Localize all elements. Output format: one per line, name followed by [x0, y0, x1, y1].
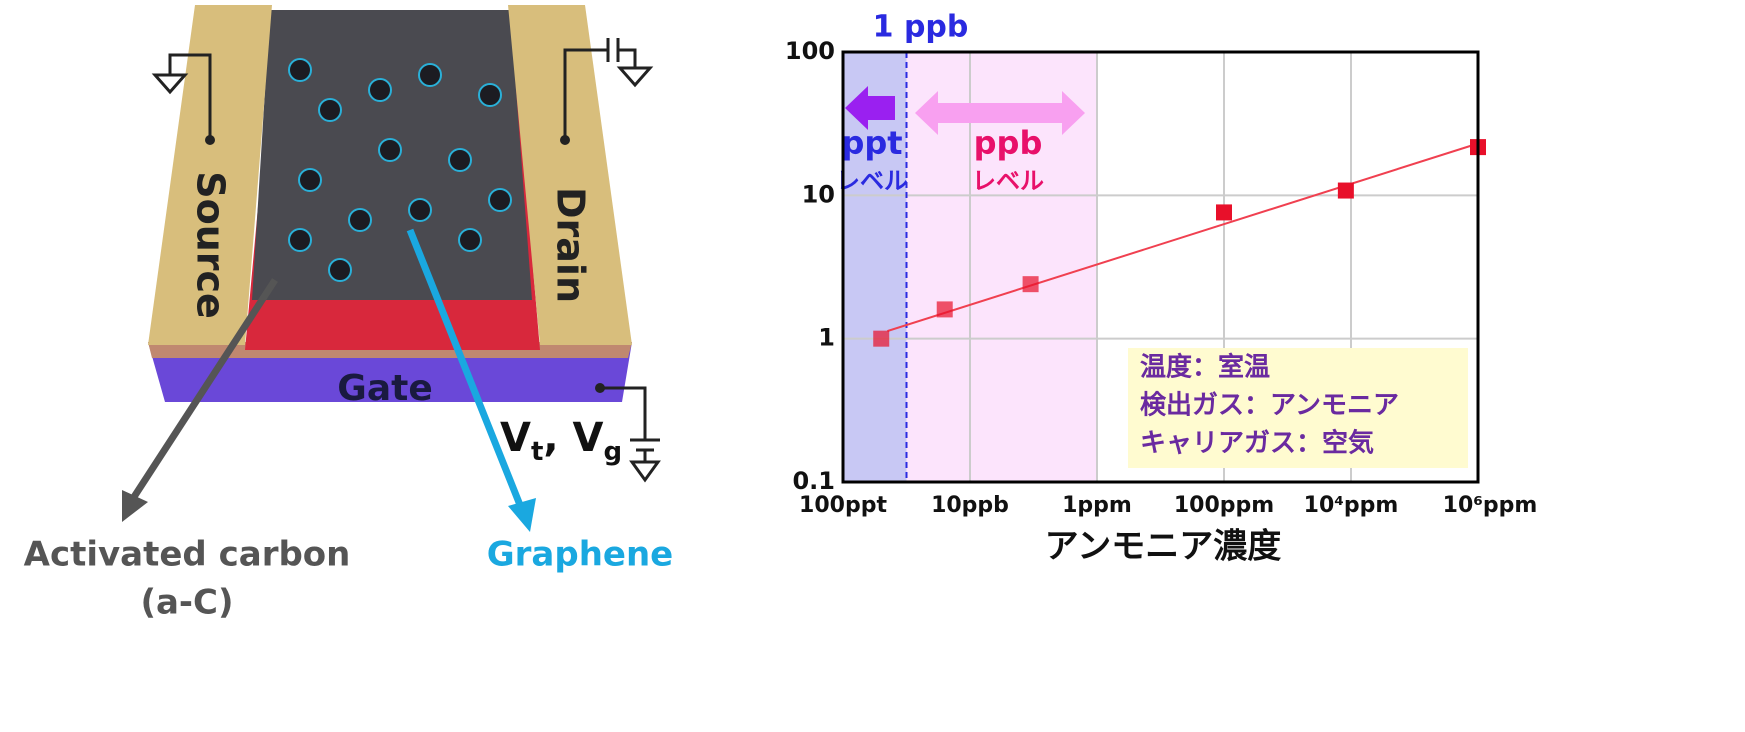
carbon-label: (a-C) [140, 583, 233, 623]
arrowhead [508, 498, 536, 532]
pore [458, 228, 482, 252]
pore [418, 63, 442, 87]
y-tick-label: 0.1 [792, 467, 835, 495]
y-tick-label: 100 [785, 37, 835, 65]
trend-line [887, 142, 1479, 333]
region-label: ppt [841, 124, 902, 162]
info-text: キャリアガス：空気 [1140, 428, 1374, 459]
marker-label: 1 ppb [873, 10, 969, 45]
pore [288, 58, 312, 82]
region-sublabel: レベル [836, 167, 908, 195]
pore [408, 198, 432, 222]
carbon-label: Activated carbon [24, 535, 351, 575]
x-axis-label: アンモニア濃度 [1045, 527, 1282, 567]
graphene-arrow [406, 228, 526, 512]
pore [288, 228, 312, 252]
y-tick-label: 1 [818, 324, 835, 352]
info-text: 温度：室温 [1140, 352, 1270, 383]
pore [368, 78, 392, 102]
region-sublabel: レベル [972, 167, 1044, 195]
voltage-label: Vt, Vg [500, 415, 622, 467]
info-box [1128, 348, 1468, 468]
drain-label: Drain [549, 187, 593, 303]
pore [478, 83, 502, 107]
pore [318, 98, 342, 122]
carbon-arrow [129, 278, 278, 502]
pore [488, 188, 512, 212]
arrow [915, 91, 1085, 135]
pores [288, 58, 512, 282]
x-tick-label: 1ppm [1062, 493, 1132, 518]
y-tick-label: 10 [802, 180, 835, 208]
x-tick-label: 100ppt [799, 493, 887, 518]
graphene-label: Graphene [487, 535, 674, 575]
pore [328, 258, 352, 282]
point [1022, 276, 1039, 293]
point [1337, 182, 1354, 199]
x-tick-label: 10⁶ppm [1443, 493, 1538, 518]
pore [448, 148, 472, 172]
arrow [845, 86, 895, 130]
x-tick-label: 10ppb [931, 493, 1009, 518]
terminal [595, 383, 605, 393]
terminal [560, 135, 570, 145]
region-label: ppb [974, 124, 1043, 162]
point [936, 301, 953, 318]
pore [298, 168, 322, 192]
drain-electrode [508, 5, 632, 345]
pore [378, 138, 402, 162]
device-diagram: Source Drain Gate Vt, Vg Activated carbo… [24, 5, 674, 623]
info-text: 検出ガス：アンモニア [1140, 391, 1399, 421]
source-label: Source [189, 171, 233, 319]
x-tick-label: 10⁴ppm [1304, 493, 1399, 518]
point [1216, 204, 1232, 221]
pore [348, 208, 372, 232]
chart: 1 ppb ppt レベル ppb レベル 0.1 1 10 100 100ppt 10ppb 1pp… [785, 10, 1537, 567]
x-tick-label: 100ppm [1174, 493, 1274, 518]
terminal [205, 135, 215, 145]
wiring [151, 38, 661, 483]
plot-frame [841, 50, 1480, 484]
gate-label: Gate [337, 368, 432, 409]
source-electrode [148, 5, 272, 345]
arrowhead [122, 490, 148, 522]
point [873, 330, 890, 347]
region [843, 52, 907, 482]
